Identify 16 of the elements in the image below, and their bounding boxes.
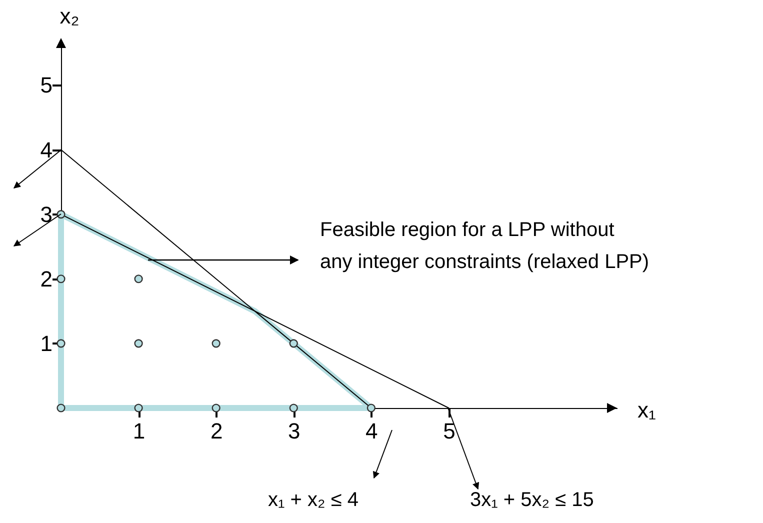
y-tick-label: 2 [40,266,52,292]
text: x₁ + x₂ ≤ 4 [268,489,359,511]
x-tick-label: 1 [132,418,146,444]
y-tick-label: 5 [40,72,52,98]
x-tick-label: 2 [210,418,223,444]
annotation: any integer constraints (relaxed LPP) [320,251,650,273]
x-tick-label: 3 [288,418,300,444]
text: 3x₁ + 5x₂ ≤ 15 [470,489,594,511]
annotation: Feasible region for a LPP without [320,219,615,241]
x-axis-title: x₁ [638,398,656,422]
y-tick-label: 4 [40,137,52,162]
y-tick-label: 3 [40,202,52,227]
y-tick-label: 1 [40,330,52,356]
x-tick-label: 5 [443,418,456,444]
x-tick-label: 4 [366,418,378,444]
y-axis-title: x₂ [60,4,80,28]
